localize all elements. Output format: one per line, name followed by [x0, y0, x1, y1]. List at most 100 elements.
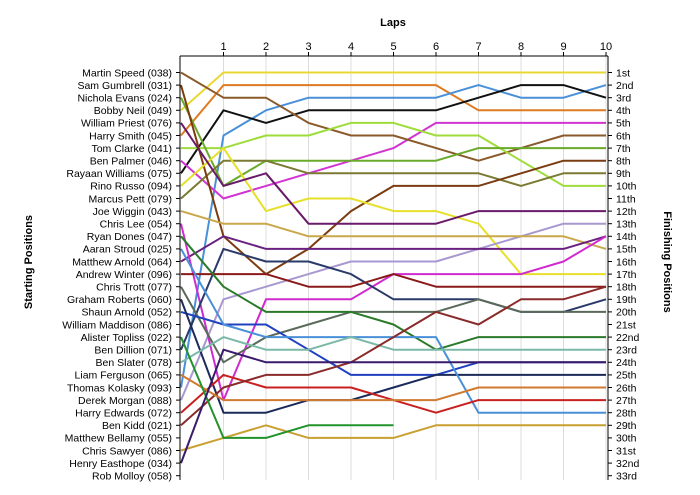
- series-line: [180, 336, 394, 439]
- starting-position-label: Bobby Neil (049): [94, 105, 172, 117]
- series-line: [180, 374, 606, 402]
- lap-tick-label: 5: [390, 41, 396, 53]
- starting-position-label: Liam Ferguson (065): [75, 370, 172, 382]
- series-line: [180, 336, 606, 364]
- grid: [223, 56, 607, 480]
- series-line: [180, 159, 606, 200]
- finishing-position-label: 32nd: [616, 458, 640, 470]
- finishing-position-label: 1st: [616, 67, 630, 79]
- starting-position-label: Tom Clarke (041): [91, 143, 172, 155]
- starting-position-label: Ben Kidd (021): [102, 420, 172, 432]
- finishing-position-labels: 1st2nd3rd4th5th6th7th8th9th10th11th12th1…: [608, 67, 640, 483]
- finishing-position-label: 33rd: [616, 471, 637, 483]
- starting-position-label: Chris Lee (054): [100, 219, 172, 231]
- series-line: [180, 235, 607, 263]
- series-line: [180, 97, 606, 187]
- top-axis-title: Laps: [380, 17, 406, 29]
- starting-position-label: Harry Smith (045): [89, 130, 172, 142]
- series-line: [180, 71, 606, 162]
- starting-position-label: Aaran Stroud (025): [83, 244, 172, 256]
- series-line: [180, 298, 606, 414]
- finishing-position-label: 20th: [616, 307, 637, 319]
- lap-tick-label: 4: [348, 41, 354, 53]
- starting-position-label: Thomas Kolasky (093): [67, 382, 172, 394]
- finishing-position-label: 7th: [616, 143, 631, 155]
- finishing-position-label: 10th: [616, 181, 637, 193]
- finishing-position-label: 23rd: [616, 345, 637, 357]
- lap-tick-label: 1: [220, 41, 226, 53]
- series-line: [180, 84, 606, 276]
- lap-tick-label: 10: [600, 41, 612, 53]
- starting-position-label: Andrew Winter (096): [76, 269, 172, 281]
- finishing-position-label: 21st: [616, 319, 636, 331]
- finishing-position-label: 27th: [616, 395, 637, 407]
- lap-tick-label: 8: [518, 41, 524, 53]
- series-layer: [180, 71, 607, 464]
- starting-position-label: Rob Molloy (058): [92, 471, 172, 483]
- finishing-position-label: 14th: [616, 231, 637, 243]
- series-line: [180, 122, 606, 225]
- finishing-position-label: 17th: [616, 269, 637, 281]
- starting-position-label: Chris Trott (077): [96, 282, 172, 294]
- starting-position-label: Rayaan Williams (075): [66, 168, 172, 180]
- starting-position-label: Chris Sawyer (086): [82, 445, 172, 457]
- lap-tick-label: 7: [475, 41, 481, 53]
- finishing-position-label: 26th: [616, 382, 637, 394]
- starting-position-label: Marcus Pett (079): [89, 193, 172, 205]
- starting-position-label: William Priest (076): [81, 118, 172, 130]
- finishing-position-label: 29th: [616, 420, 637, 432]
- series-line: [180, 210, 607, 250]
- starting-position-label: Matthew Arnold (064): [72, 256, 172, 268]
- finishing-position-label: 22nd: [616, 332, 640, 344]
- finishing-position-label: 3rd: [616, 93, 631, 105]
- finishing-position-label: 24th: [616, 357, 637, 369]
- finishing-position-label: 28th: [616, 408, 637, 420]
- finishing-position-label: 5th: [616, 118, 631, 130]
- series-line: [180, 71, 606, 112]
- finishing-position-label: 9th: [616, 168, 631, 180]
- finishing-position-label: 12th: [616, 206, 637, 218]
- right-axis-title: Finishing Positions: [661, 211, 673, 312]
- starting-position-label: Joe Wiggin (043): [93, 206, 172, 218]
- finishing-position-label: 19th: [616, 294, 637, 306]
- finishing-position-label: 4th: [616, 105, 631, 117]
- lap-tick-labels: 1 2 3 4 5 6 7 8 9 10: [220, 41, 612, 56]
- series-line: [181, 273, 606, 288]
- starting-position-label: Matthew Bellamy (055): [65, 433, 172, 445]
- series-line: [180, 285, 607, 427]
- lap-tick-label: 3: [305, 41, 311, 53]
- starting-position-label: Graham Roberts (060): [67, 294, 172, 306]
- series-line: [180, 424, 606, 452]
- series-line: [180, 235, 606, 351]
- finishing-position-label: 30th: [616, 433, 637, 445]
- series-line: [180, 84, 606, 137]
- starting-position-label: Shaun Arnold (052): [82, 307, 172, 319]
- starting-position-label: William Maddison (086): [62, 319, 172, 331]
- finishing-position-label: 13th: [616, 219, 637, 231]
- lap-tick-label: 2: [263, 41, 269, 53]
- series-line: [180, 348, 606, 464]
- starting-position-labels: Martin Speed (038)Sam Gumbrell (031)Nich…: [62, 67, 180, 483]
- finishing-position-label: 6th: [616, 130, 631, 142]
- starting-position-label: Henry Easthope (034): [69, 458, 172, 470]
- finishing-position-label: 8th: [616, 156, 631, 168]
- starting-position-label: Martin Speed (038): [82, 67, 172, 79]
- series-line: [180, 222, 606, 401]
- finishing-position-label: 31st: [616, 445, 636, 457]
- starting-position-label: Harry Edwards (072): [75, 408, 172, 420]
- finishing-position-label: 2nd: [616, 80, 634, 92]
- lap-tick-label: 9: [560, 41, 566, 53]
- finishing-position-label: 11th: [616, 193, 636, 205]
- finishing-position-label: 15th: [616, 244, 637, 256]
- finishing-position-label: 18th: [616, 282, 637, 294]
- starting-position-label: Nichola Evans (024): [77, 93, 172, 105]
- starting-position-label: Rino Russo (094): [90, 181, 172, 193]
- left-axis-title: Starting Positions: [23, 215, 35, 309]
- finishing-position-label: 25th: [616, 370, 637, 382]
- series-line: [180, 84, 607, 174]
- starting-position-label: Ben Dillion (071): [94, 345, 172, 357]
- starting-position-label: Derek Morgan (088): [78, 395, 172, 407]
- starting-position-label: Ryan Dones (047): [87, 231, 172, 243]
- series-line: [180, 147, 606, 276]
